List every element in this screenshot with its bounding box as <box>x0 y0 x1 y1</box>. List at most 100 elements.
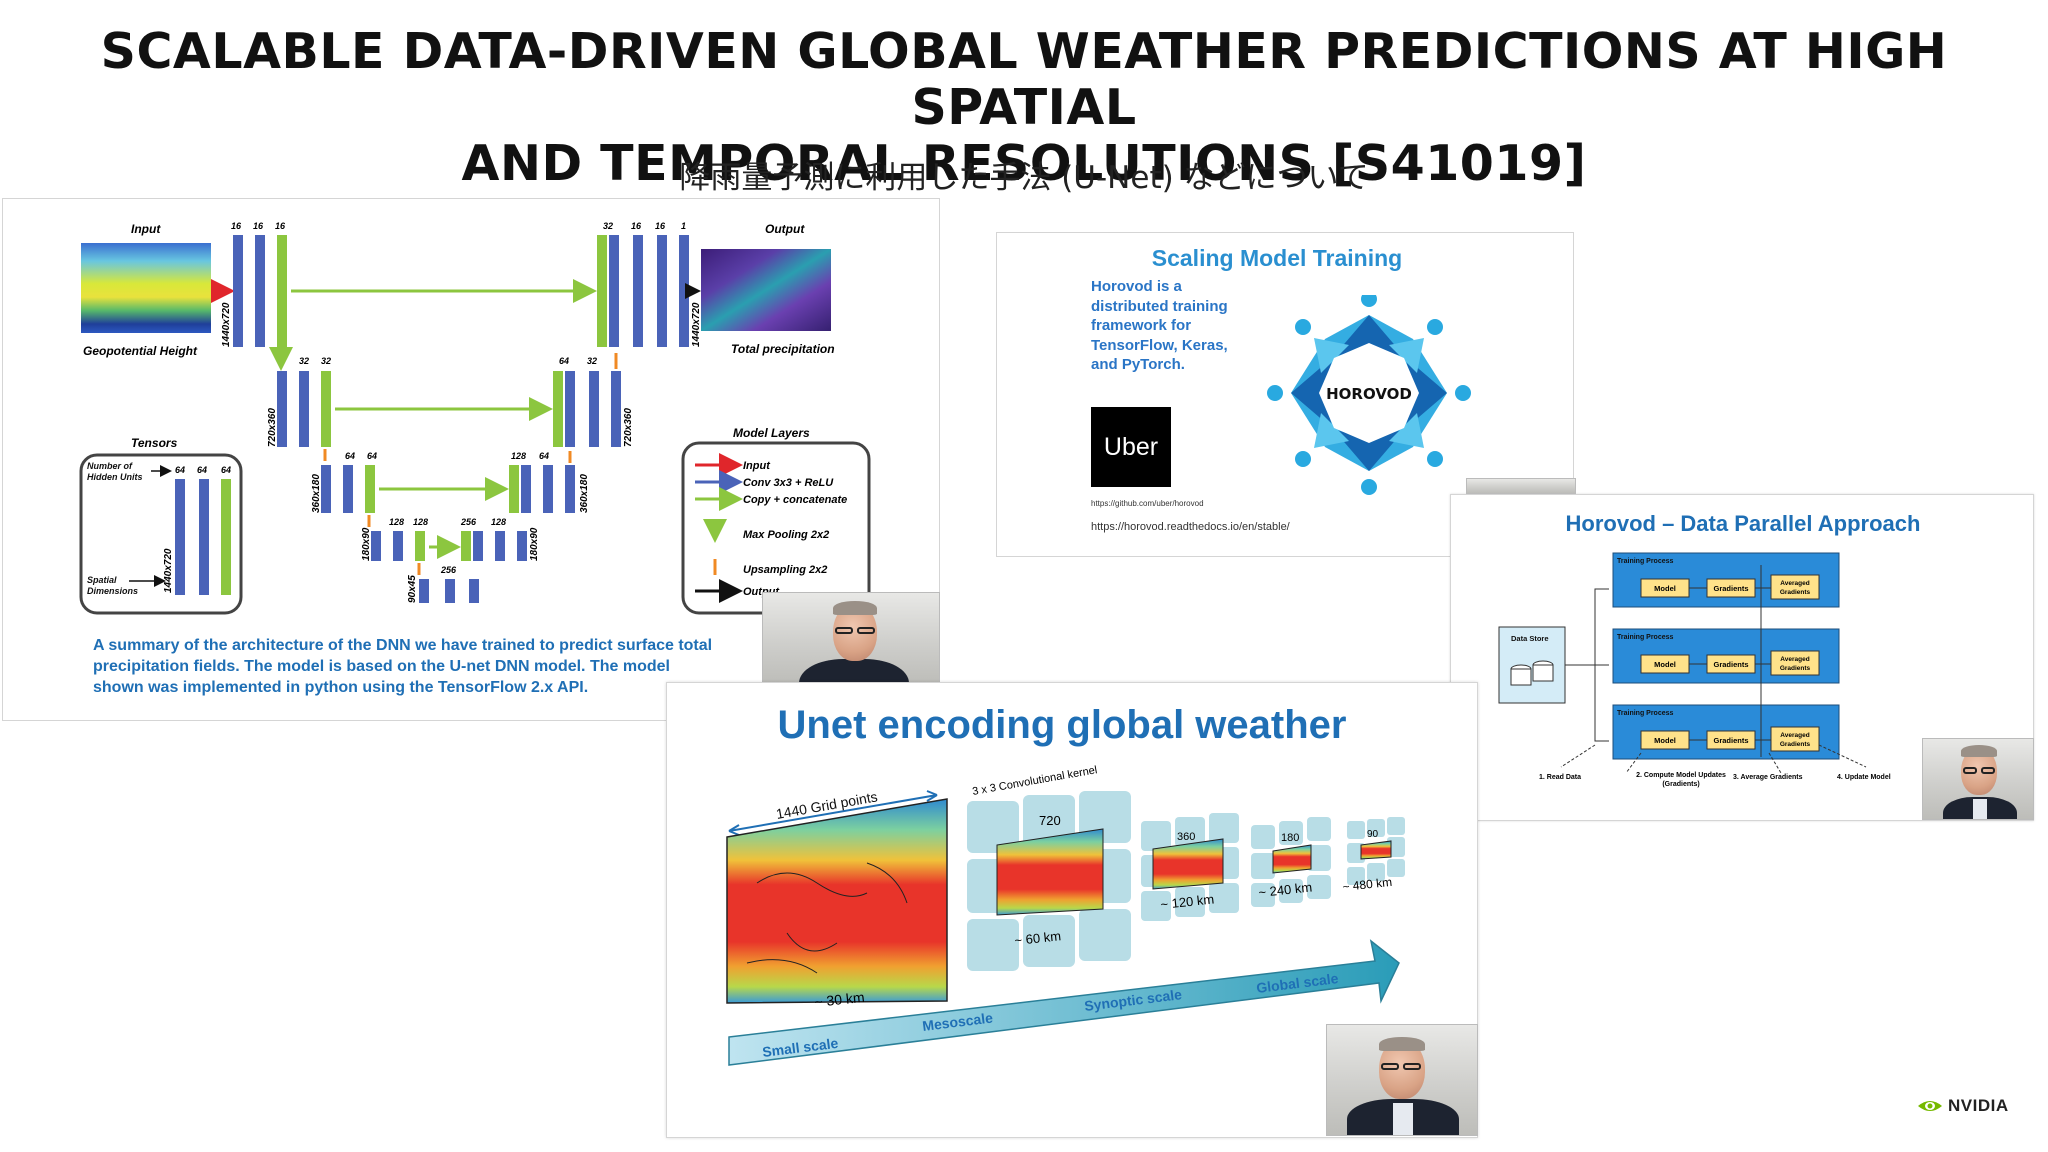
hidden-units-label: Number of Hidden Units <box>87 461 143 482</box>
presenter-video-main <box>1326 1024 1478 1136</box>
presenter-video-3 <box>1922 738 2034 820</box>
conv-block <box>277 371 287 447</box>
svg-text:Training Process: Training Process <box>1617 710 1674 717</box>
conv-block <box>611 371 621 447</box>
svg-text:Averaged: Averaged <box>1780 732 1809 739</box>
dim-label: 90x45 <box>407 575 418 603</box>
svg-text:Gradients: Gradients <box>1780 589 1811 596</box>
step-label: 1. Read Data <box>1539 774 1581 781</box>
presenter-video-2 <box>1466 478 1576 494</box>
conv-block <box>371 531 381 561</box>
count-label: 32 <box>587 356 597 366</box>
conv-block <box>657 235 667 347</box>
count-label: 32 <box>321 356 331 366</box>
spatial-dimensions-label: Spatial Dimensions <box>87 575 139 596</box>
svg-text:Gradients: Gradients <box>1780 741 1811 748</box>
svg-text:Gradients: Gradients <box>1713 736 1748 745</box>
map-360 <box>1152 838 1224 890</box>
conv-block <box>255 235 265 347</box>
conv-block <box>521 465 531 513</box>
legend-title: Model Layers <box>733 426 810 440</box>
resolution-label: 90 <box>1367 829 1379 840</box>
dim-label: 720x360 <box>623 408 634 447</box>
count-label: 128 <box>491 517 506 527</box>
conv-block <box>321 371 331 447</box>
conv-block <box>343 465 353 513</box>
weather-encoding-diagram: 1440 Grid points ~ 30 km 3 x 3 Convoluti… <box>726 764 1405 1066</box>
conv-block <box>609 235 619 347</box>
svg-text:Averaged: Averaged <box>1780 580 1809 587</box>
count-label: 128 <box>389 517 404 527</box>
svg-text:Gradients: Gradients <box>1713 584 1748 593</box>
dim-label: 720x360 <box>267 408 278 447</box>
kernel-grid-720 <box>967 791 1131 971</box>
output-label: Output <box>765 222 805 236</box>
kernel-grid-180 <box>1251 817 1331 907</box>
conv-block <box>199 479 209 595</box>
step-label: 2. Compute Model Updates (Gradients) <box>1636 772 1726 788</box>
slide-title: SCALABLE DATA-DRIVEN GLOBAL WEATHER PRED… <box>0 24 2048 192</box>
conv-block <box>321 465 331 513</box>
dim-label: 1440x720 <box>221 302 232 347</box>
scaling-description: Horovod is a distributed training framew… <box>1091 278 1228 373</box>
conv-block <box>419 579 429 603</box>
svg-text:Training Process: Training Process <box>1617 634 1674 641</box>
scale-arrow <box>728 939 1400 1066</box>
conv-block <box>565 371 575 447</box>
nvidia-logo: NVIDIA <box>1916 1096 2009 1116</box>
horovod-label: HOROVOD <box>1326 385 1412 403</box>
kernel-label: 3 x 3 Convolutional kernel <box>971 764 1098 798</box>
data-store-label: Data Store <box>1511 634 1549 643</box>
conv-block <box>633 235 643 347</box>
training-process-2: Training Process Model Gradients Average… <box>1612 628 1840 684</box>
count-label: 256 <box>440 565 457 575</box>
count-label: 16 <box>231 221 242 231</box>
unet-diagram: Input Geopotential Height Output Total p… <box>79 221 871 615</box>
count-label: 64 <box>221 465 231 475</box>
scaling-title: Scaling Model Training <box>1151 245 1403 271</box>
horovod-logo: HOROVOD <box>1267 295 1471 495</box>
conv-block <box>553 371 563 447</box>
conv-block <box>277 235 287 347</box>
conv-block <box>299 371 309 447</box>
conv-block <box>589 371 599 447</box>
scaling-model-training-panel: Scaling Model Training Horovod is a dist… <box>996 232 1574 557</box>
count-label: 128 <box>511 451 526 461</box>
conv-block <box>393 531 403 561</box>
dim-label: 360x180 <box>311 474 322 513</box>
distance-label: ~ 240 km <box>1258 879 1313 900</box>
count-label: 64 <box>345 451 355 461</box>
legend-item-maxpool: Max Pooling 2x2 <box>743 529 829 541</box>
count-label: 64 <box>539 451 549 461</box>
uber-logo: Uber <box>1091 407 1171 487</box>
count-label: 16 <box>275 221 286 231</box>
legend-item-upsample: Upsampling 2x2 <box>743 564 827 576</box>
readthedocs-link[interactable]: https://horovod.readthedocs.io/en/stable… <box>1091 521 1290 533</box>
tensors-box <box>79 453 243 615</box>
count-label: 32 <box>299 356 309 366</box>
data-store-box <box>1498 626 1566 704</box>
output-caption: Total precipitation <box>731 342 835 356</box>
dim-label: 1440x720 <box>691 302 702 347</box>
training-process-3: Training Process Model Gradients Average… <box>1612 704 1840 760</box>
dim-label: 1440x720 <box>163 548 174 593</box>
dim-label: 180x90 <box>529 527 540 561</box>
global-weather-map <box>726 798 948 1004</box>
dim-label: 360x180 <box>579 474 590 513</box>
count-label: 256 <box>460 517 477 527</box>
input-label: Input <box>131 222 161 236</box>
svg-text:Gradients: Gradients <box>1780 665 1811 672</box>
distance-label: ~ 120 km <box>1160 891 1215 912</box>
conv-block <box>415 531 425 561</box>
resolution-label: 720 <box>1039 813 1061 828</box>
count-label: 16 <box>253 221 264 231</box>
nvidia-eye-icon <box>1918 1101 1942 1111</box>
legend-item-concat: Copy + concatenate <box>743 494 847 506</box>
step-label: 3. Average Gradients <box>1733 774 1803 781</box>
conv-block <box>565 465 575 513</box>
slide-subtitle: 降雨量予測に利用した手法 (U-Net) などについて <box>679 160 1369 196</box>
slide-title-line-1: SCALABLE DATA-DRIVEN GLOBAL WEATHER PRED… <box>100 23 1948 136</box>
github-link[interactable]: https://github.com/uber/horovod <box>1091 499 1204 508</box>
resolution-label: 180 <box>1281 832 1299 844</box>
conv-block <box>469 579 479 603</box>
